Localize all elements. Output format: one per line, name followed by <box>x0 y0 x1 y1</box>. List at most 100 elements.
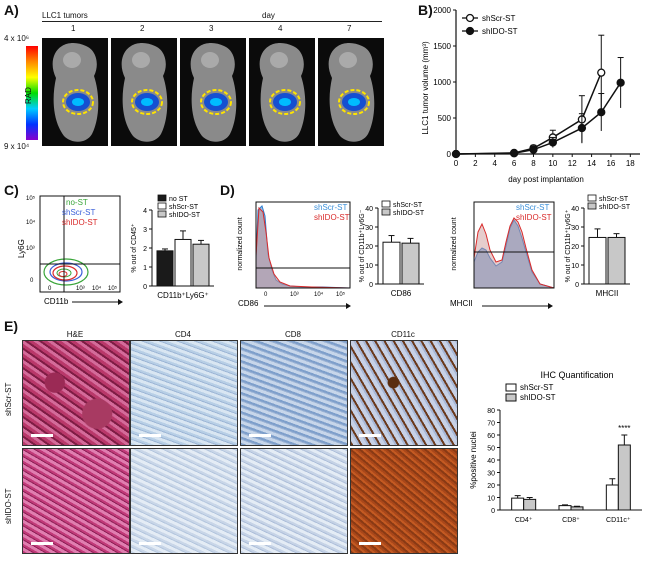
bar-1-2 <box>617 444 631 511</box>
cd86-xlabel: CD86 <box>238 299 259 308</box>
point-1 <box>451 149 461 159</box>
y-tick-label: 50 <box>487 446 495 453</box>
legend-swatch-1 <box>157 202 167 210</box>
scale-bar <box>31 542 53 545</box>
point-1 <box>577 123 587 133</box>
y-tick-label: 20 <box>571 244 579 251</box>
legend-marker-1 <box>465 26 475 36</box>
y-tick-label: 3 <box>143 227 147 234</box>
y-tick-label: 30 <box>571 225 579 232</box>
y-tick-label: 30 <box>487 471 495 478</box>
flow-legend-1: shScr-ST <box>62 208 95 217</box>
bar-1 <box>607 236 626 285</box>
x-tick-label: 14 <box>587 159 596 168</box>
tumor-volume-axes: 0 500 1000 1500 2000 0 2 4 6 8 10 12 14 16 18 <box>433 6 640 168</box>
legend-swatch-1 <box>587 202 597 210</box>
scale-bar <box>249 542 271 545</box>
scale-bar <box>139 434 161 437</box>
cd86-legend-0: shScr-ST <box>314 203 347 212</box>
x-label: CD11b⁺Ly6G⁺ <box>157 291 209 300</box>
x-tick-label: 4 <box>493 159 498 168</box>
cd86-hist-shido <box>255 206 351 289</box>
ihc-quantification-chart: IHC Quantification 0 10 20 30 40 50 60 70 80 CD4⁺ C… <box>469 370 642 524</box>
bar-1 <box>401 242 420 285</box>
flow-ytick-0: 10⁵ <box>26 195 36 202</box>
day-label-0: 1 <box>71 24 76 33</box>
x-tick-label: 12 <box>568 159 577 168</box>
legend-label-0: shScr-ST <box>520 383 553 392</box>
flow-xtick-0: 0 <box>48 286 52 292</box>
legend-label-0: shScr-ST <box>482 14 515 23</box>
ihc-column-label-3: CD11c <box>391 330 415 339</box>
bar-1 <box>174 238 192 287</box>
bar-0 <box>382 241 401 285</box>
cd86-xtick-3: 10⁵ <box>336 291 346 298</box>
legend-label-1: shIDO-ST <box>393 210 425 217</box>
panel-label-a: A) <box>4 2 19 18</box>
y-tick-label: 10 <box>487 496 495 503</box>
panel-label-b: B) <box>418 2 433 18</box>
y-tick-label: 40 <box>571 206 579 213</box>
point-1 <box>509 149 519 158</box>
mouse-bioluminescence-3 <box>259 43 306 142</box>
y-tick-label: 0 <box>491 508 495 515</box>
y-tick-label: 70 <box>487 421 495 428</box>
legend-swatch-0 <box>587 194 597 202</box>
bar-0-0 <box>511 497 525 511</box>
y-tick-label: 1500 <box>433 42 451 51</box>
x-tick-label: 2 <box>473 159 478 168</box>
y-tick-label: 40 <box>365 206 373 213</box>
flow-contours <box>43 258 89 286</box>
mhcii-histogram: shScr-ST shIDO-ST normalized count MHCII <box>450 201 555 309</box>
flow-xtick-3: 10⁵ <box>108 285 118 292</box>
mhcii-hist-frame <box>473 201 555 289</box>
tumor-volume-xlabel: day post implantation <box>508 175 584 184</box>
scale-bottom-label: 9 x 10⁴ <box>4 142 30 151</box>
legend-label-0: shScr-ST <box>393 202 423 209</box>
day-label: day <box>262 11 275 20</box>
category-label-1: CD8⁺ <box>562 517 580 524</box>
panel-label-d: D) <box>220 182 235 198</box>
ihc-image-r0-c2 <box>240 340 348 446</box>
series-line-1 <box>455 82 622 155</box>
tumor-volume-chart: 0 500 1000 1500 2000 0 2 4 6 8 10 12 14 16 18 shScr-ST… <box>421 6 640 184</box>
legend-swatch-1 <box>381 208 391 216</box>
flow-plot-c: no-ST shScr-ST shIDO-ST 10⁵ 10⁴ 10³ 0 0 … <box>17 195 123 306</box>
y-tick-label: 20 <box>365 244 373 251</box>
legend-label-2: shIDO-ST <box>169 212 201 219</box>
x-label: MHCII <box>596 289 619 298</box>
y-tick-label: 2000 <box>433 6 451 15</box>
mouse-bioluminescence-1 <box>121 43 168 142</box>
legend-label-1: shScr-ST <box>169 204 199 211</box>
mhcii-xlabel-arrowhead <box>548 303 553 309</box>
y-tick-label: 60 <box>487 433 495 440</box>
mhcii-legend-0: shScr-ST <box>516 203 549 212</box>
scale-top-label: 4 x 10⁶ <box>4 34 30 43</box>
day-label-4: 7 <box>347 24 352 33</box>
day-label-3: 4 <box>278 24 283 33</box>
scale-bar <box>359 434 381 437</box>
flow-legend-0: no-ST <box>66 198 88 207</box>
legend-swatch-0 <box>505 383 517 392</box>
point-1 <box>616 78 625 87</box>
x-tick-label: 0 <box>454 159 459 168</box>
y-tick-label: 80 <box>487 408 495 415</box>
flow-legend-2: shIDO-ST <box>62 218 98 227</box>
day-label-1: 2 <box>140 24 145 33</box>
scale-bar <box>249 434 271 437</box>
mhcii-ylabel: normalized count <box>451 217 458 270</box>
y-tick-label: 0 <box>575 282 579 289</box>
cd86-xtick-1: 10³ <box>290 292 299 298</box>
legend-swatch-0 <box>157 194 167 202</box>
legend-marker-0 <box>465 13 475 23</box>
flow-xtick-1: 10³ <box>76 286 85 292</box>
y-tick-label: 500 <box>438 114 452 123</box>
bar-0-1 <box>558 505 572 511</box>
point-1 <box>529 145 538 154</box>
mhcii-hist-shscr <box>473 219 555 289</box>
tumor-volume-series: shScr-ST shIDO-ST <box>451 13 625 159</box>
y-tick-label: 20 <box>487 483 495 490</box>
point-0 <box>597 68 606 77</box>
